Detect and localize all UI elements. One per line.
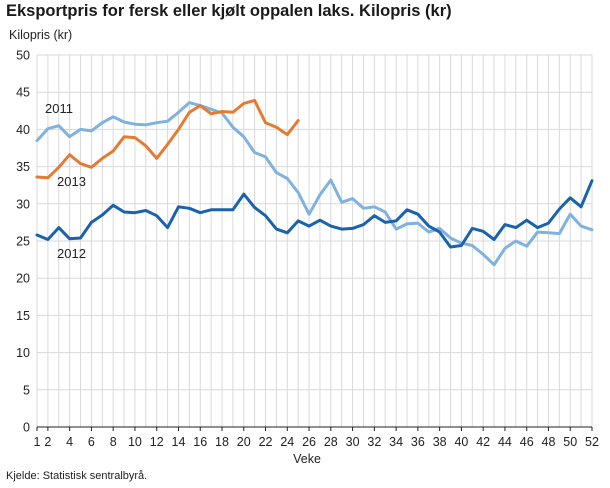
x-tick-label: 46 bbox=[520, 435, 534, 449]
x-tick-label: 2 bbox=[44, 435, 51, 449]
series-label-2012: 2012 bbox=[57, 246, 86, 261]
x-tick-label: 6 bbox=[88, 435, 95, 449]
series-label-2011: 2011 bbox=[45, 101, 73, 116]
y-tick-label: 30 bbox=[16, 197, 30, 211]
y-tick-label: 5 bbox=[23, 383, 30, 397]
y-tick-label: 10 bbox=[16, 346, 30, 360]
x-tick-label: 4 bbox=[66, 435, 73, 449]
x-tick-label: 18 bbox=[215, 435, 229, 449]
series-line-2013 bbox=[35, 98, 300, 180]
x-tick-label: 38 bbox=[433, 435, 447, 449]
x-tick-label: 12 bbox=[150, 435, 164, 449]
y-tick-labels: 0 5 10 15 20 25 30 35 40 45 50 bbox=[16, 49, 30, 435]
y-axis-label: Kilopris (kr) bbox=[9, 28, 72, 42]
x-tick-label: 20 bbox=[237, 435, 251, 449]
x-tick-label: 50 bbox=[563, 435, 577, 449]
x-tick-label: 8 bbox=[110, 435, 117, 449]
x-tick-label: 32 bbox=[367, 435, 381, 449]
series-lines bbox=[35, 98, 594, 267]
y-tick-label: 50 bbox=[16, 49, 30, 63]
x-tick-label: 16 bbox=[193, 435, 207, 449]
x-tick-label: 48 bbox=[542, 435, 556, 449]
x-tick-label: 24 bbox=[280, 435, 294, 449]
y-tick-label: 0 bbox=[23, 421, 30, 435]
x-tick-label: 1 bbox=[34, 435, 41, 449]
grid-lines bbox=[36, 54, 593, 431]
y-tick-label: 35 bbox=[16, 160, 30, 174]
y-tick-label: 40 bbox=[16, 123, 30, 137]
x-tick-label: 28 bbox=[324, 435, 338, 449]
series-line-2011 bbox=[35, 101, 594, 267]
x-tick-label: 40 bbox=[454, 435, 468, 449]
x-tick-labels: 1 2 4 6 8 10 12 14 16 18 20 22 24 26 28 30 32 34 36 38 40 42 4… bbox=[34, 435, 599, 449]
series-label-2013: 2013 bbox=[57, 174, 86, 189]
x-tick-label: 36 bbox=[411, 435, 425, 449]
x-tick-label: 30 bbox=[346, 435, 360, 449]
chart-title: Eksportpris for fersk eller kjølt oppale… bbox=[6, 2, 452, 20]
x-tick-label: 14 bbox=[172, 435, 186, 449]
source-note: Kjelde: Statistisk sentralbyrå. bbox=[6, 470, 148, 482]
series-line-2012 bbox=[35, 179, 594, 249]
x-tick-label: 44 bbox=[498, 435, 512, 449]
x-tick-label: 52 bbox=[585, 435, 599, 449]
x-tick-label: 42 bbox=[476, 435, 490, 449]
x-tick-label: 34 bbox=[389, 435, 403, 449]
y-tick-label: 15 bbox=[16, 309, 30, 323]
x-axis-label: Veke bbox=[293, 452, 321, 466]
y-tick-label: 20 bbox=[16, 272, 30, 286]
x-tick-label: 26 bbox=[302, 435, 316, 449]
y-tick-label: 25 bbox=[16, 235, 30, 249]
x-tick-label: 22 bbox=[259, 435, 273, 449]
x-tick-label: 10 bbox=[128, 435, 142, 449]
y-tick-label: 45 bbox=[16, 86, 30, 100]
